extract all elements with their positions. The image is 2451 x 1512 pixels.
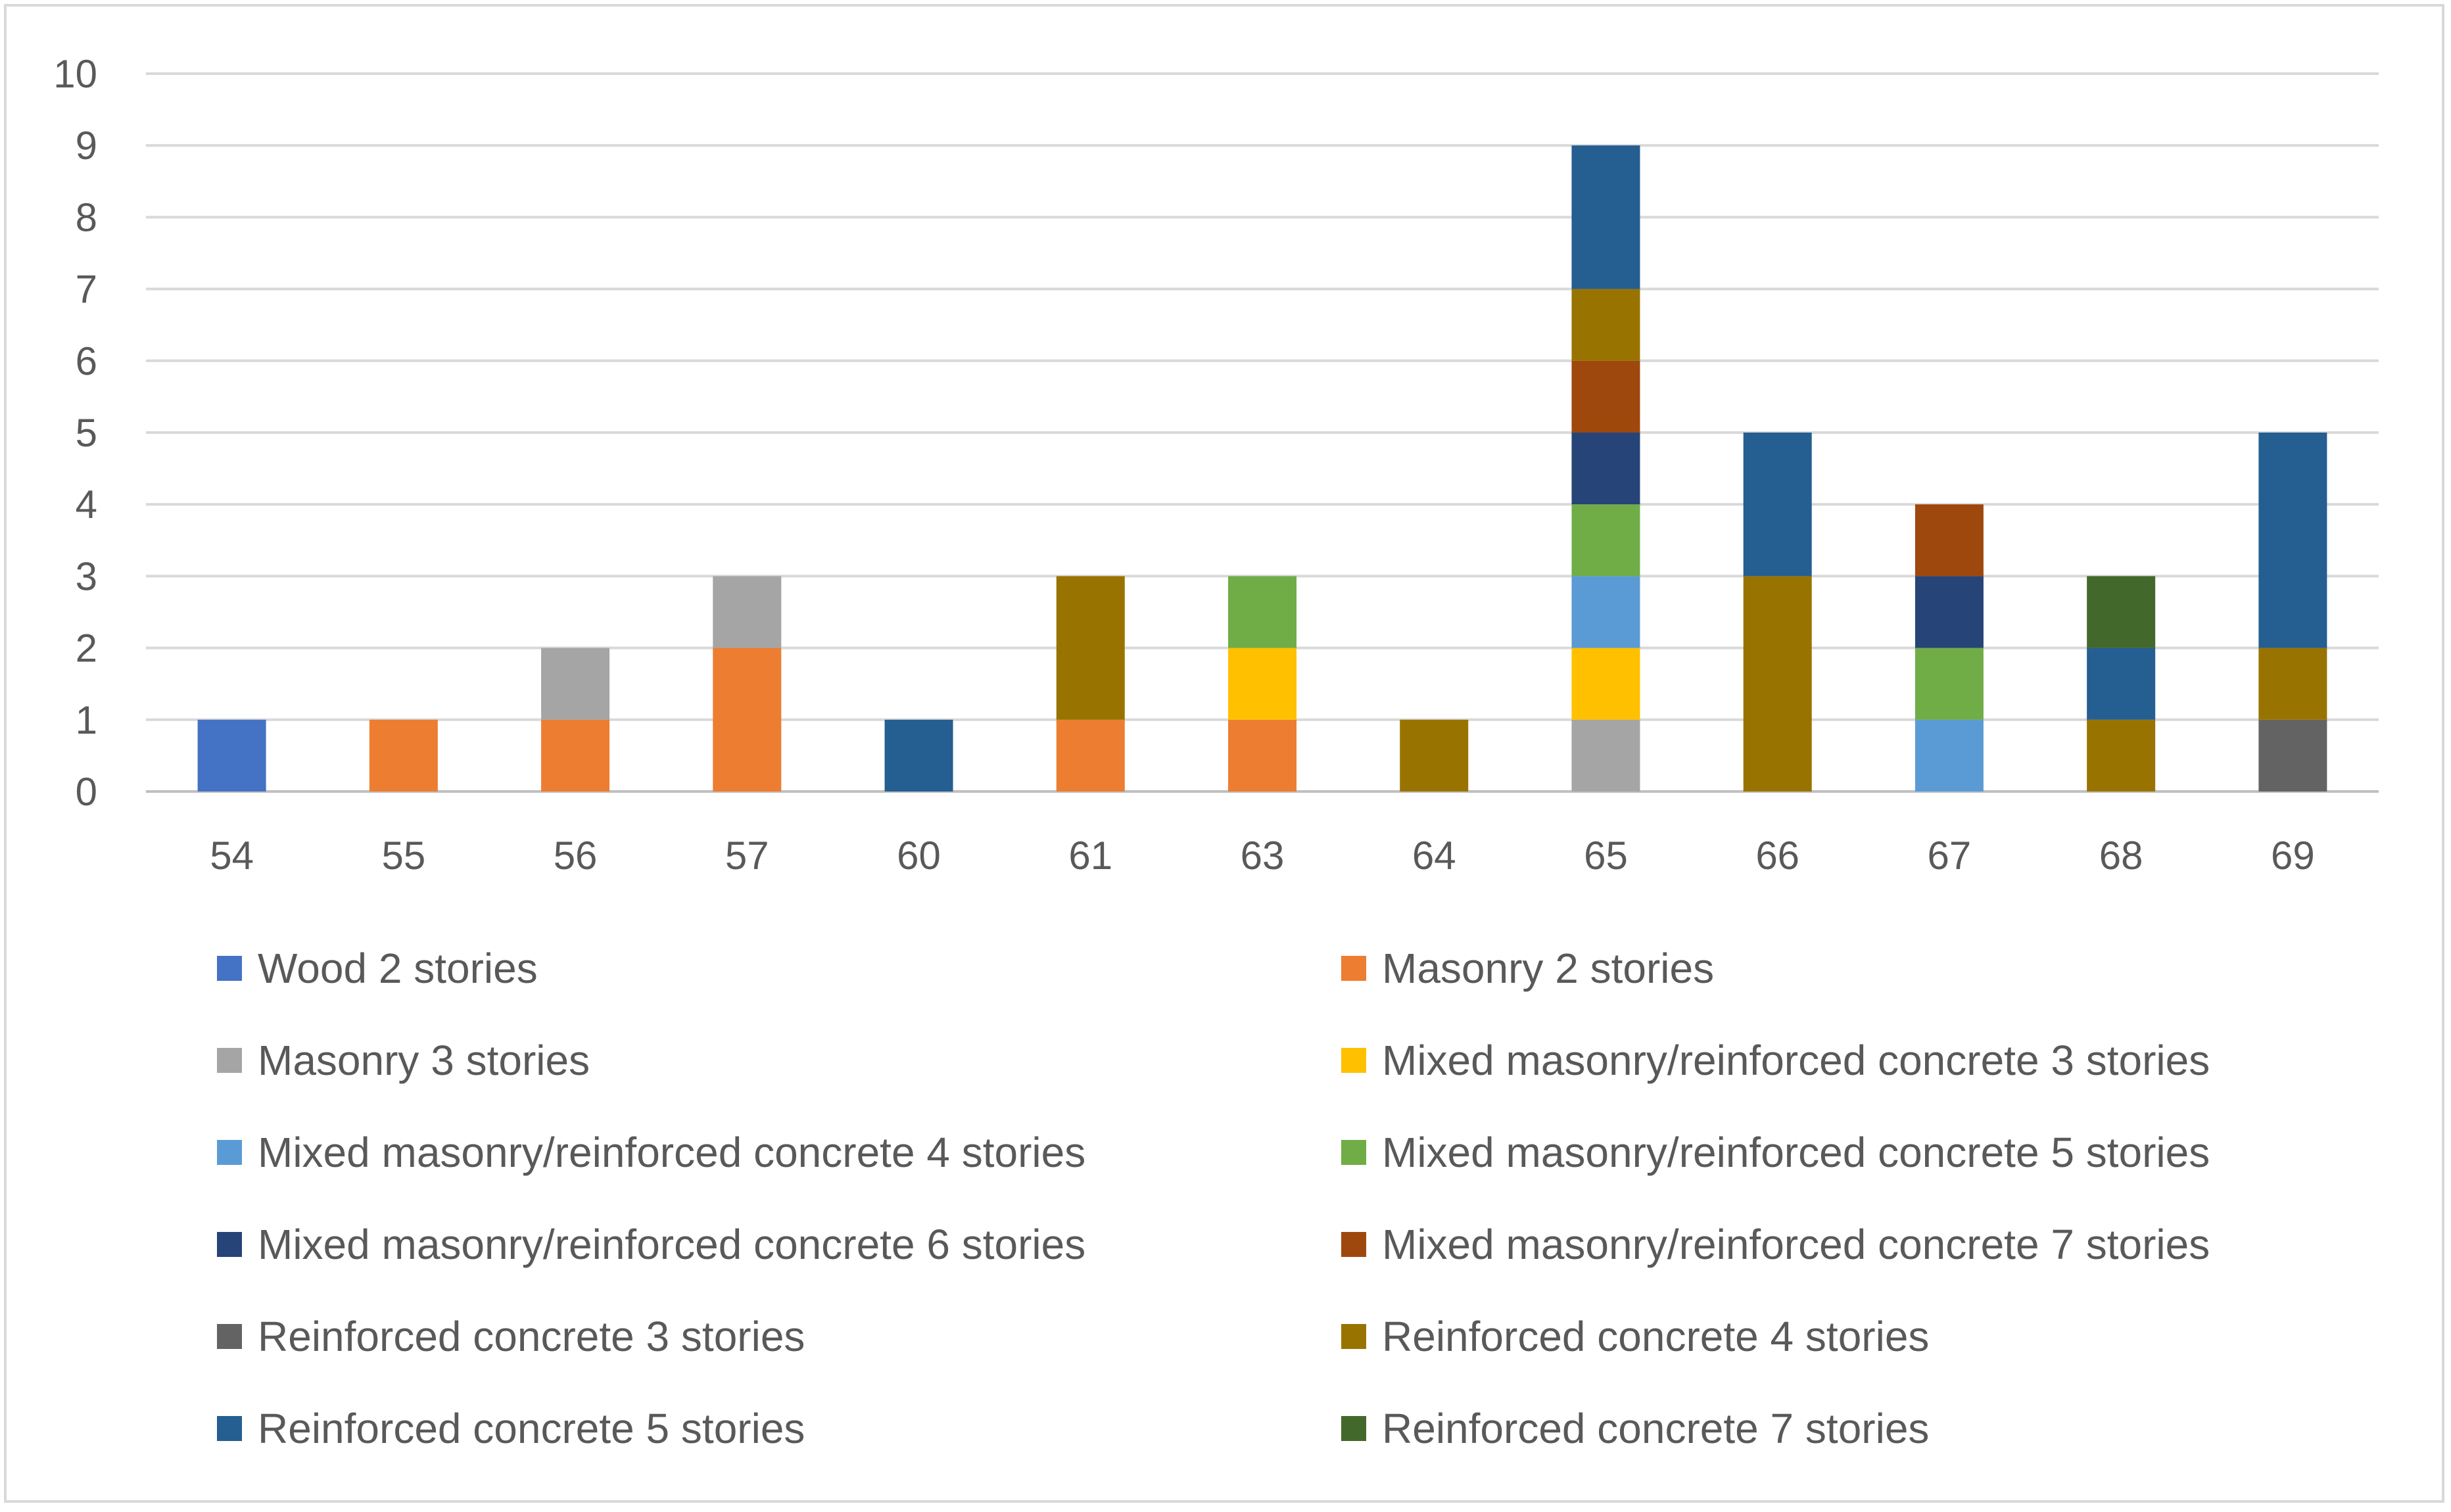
bar-segment (541, 648, 610, 720)
bar-segment (1228, 719, 1297, 791)
bar-segment (713, 576, 782, 648)
y-tick-label: 3 (76, 554, 97, 598)
bar-segment (2087, 719, 2156, 791)
y-axis-ticks: 0 1 2 3 4 5 6 7 8 9 10 (53, 52, 97, 814)
legend-label: Reinforced concrete 5 stories (258, 1405, 805, 1452)
bar-segment (1743, 576, 1812, 791)
y-tick-label: 9 (76, 124, 97, 168)
x-tick-label: 66 (1755, 834, 1799, 878)
x-tick-label: 54 (210, 834, 254, 878)
bar-segment (1571, 433, 1640, 505)
bar-segment (541, 719, 610, 791)
bar-segment (1915, 719, 1984, 791)
bar-segment (884, 719, 953, 791)
legend-swatch (1341, 1324, 1366, 1349)
bar-segment (1571, 648, 1640, 720)
x-tick-label: 56 (554, 834, 598, 878)
y-tick-label: 7 (76, 268, 97, 312)
gridlines (146, 72, 2379, 793)
legend-item: Reinforced concrete 4 stories (1341, 1307, 1929, 1366)
legend-label: Reinforced concrete 4 stories (1382, 1313, 1930, 1360)
x-tick-label: 67 (1928, 834, 1972, 878)
legend-swatch (217, 956, 242, 981)
bar-segment (1915, 648, 1984, 720)
bar-segment (1571, 145, 1640, 289)
legend-item: Mixed masonry/reinforced concrete 6 stor… (217, 1215, 1085, 1274)
legend-swatch (1341, 1232, 1366, 1257)
bar-segment (1743, 433, 1812, 577)
legend-label: Mixed masonry/reinforced concrete 7 stor… (1382, 1221, 2210, 1268)
legend-item: Mixed masonry/reinforced concrete 5 stor… (1341, 1123, 2210, 1182)
legend-swatch (1341, 1140, 1366, 1165)
bar-segment (1400, 719, 1469, 791)
bar-segment (1228, 576, 1297, 648)
legend-label: Mixed masonry/reinforced concrete 5 stor… (1382, 1129, 2210, 1176)
legend-swatch (1341, 1416, 1366, 1441)
bar-segment (1915, 576, 1984, 648)
legend-label: Masonry 2 stories (1382, 945, 1715, 992)
legend-item: Mixed masonry/reinforced concrete 7 stor… (1341, 1215, 2210, 1274)
legend-swatch (217, 1048, 242, 1073)
y-tick-label: 5 (76, 411, 97, 455)
x-tick-label: 55 (381, 834, 425, 878)
y-tick-label: 8 (76, 195, 97, 239)
legend-item: Masonry 3 stories (217, 1031, 590, 1090)
bar-segment (713, 648, 782, 791)
bar-segment (1056, 719, 1125, 791)
y-tick-label: 6 (76, 339, 97, 383)
legend-swatch (217, 1140, 242, 1165)
bar-segment (197, 719, 266, 791)
bar-segment (1571, 360, 1640, 433)
y-tick-label: 0 (76, 770, 97, 814)
legend-item: Reinforced concrete 5 stories (217, 1399, 805, 1458)
bar-segment (2258, 433, 2327, 648)
legend-label: Masonry 3 stories (258, 1037, 590, 1084)
legend-swatch (217, 1324, 242, 1349)
bar-segment (1571, 576, 1640, 648)
y-tick-label: 2 (76, 626, 97, 671)
legend-label: Reinforced concrete 3 stories (258, 1313, 805, 1360)
bar-segment (1571, 289, 1640, 361)
legend-swatch (217, 1232, 242, 1257)
x-tick-label: 64 (1412, 834, 1456, 878)
x-tick-label: 63 (1241, 834, 1285, 878)
legend-swatch (217, 1416, 242, 1441)
legend-item: Mixed masonry/reinforced concrete 3 stor… (1341, 1031, 2210, 1090)
legend-label: Mixed masonry/reinforced concrete 3 stor… (1382, 1037, 2210, 1084)
legend-item: Masonry 2 stories (1341, 939, 1714, 998)
legend-item: Reinforced concrete 7 stories (1341, 1399, 1929, 1458)
y-tick-label: 1 (76, 698, 97, 742)
legend-label: Wood 2 stories (258, 945, 538, 992)
x-tick-label: 61 (1068, 834, 1112, 878)
y-tick-label: 10 (53, 52, 97, 96)
bar-segment (2258, 648, 2327, 720)
x-tick-label: 65 (1584, 834, 1628, 878)
legend-item: Reinforced concrete 3 stories (217, 1307, 805, 1366)
x-tick-label: 60 (897, 834, 941, 878)
legend-swatch (1341, 1048, 1366, 1073)
bar-segment (2258, 719, 2327, 791)
bar-segment (1571, 719, 1640, 791)
bars (197, 145, 2327, 791)
bar-segment (1228, 648, 1297, 720)
x-tick-label: 69 (2271, 834, 2315, 878)
legend-swatch (1341, 956, 1366, 981)
bar-segment (2087, 576, 2156, 648)
legend-label: Mixed masonry/reinforced concrete 6 stor… (258, 1221, 1086, 1268)
x-tick-label: 57 (725, 834, 769, 878)
x-axis-ticks: 54 55 56 57 60 61 63 64 65 66 67 68 69 (210, 834, 2315, 878)
legend-label: Reinforced concrete 7 stories (1382, 1405, 1930, 1452)
bar-segment (1915, 504, 1984, 577)
legend-item: Mixed masonry/reinforced concrete 4 stor… (217, 1123, 1085, 1182)
bar-segment (1571, 504, 1640, 577)
bar-segment (1056, 576, 1125, 720)
y-tick-label: 4 (76, 483, 97, 527)
x-tick-label: 68 (2099, 834, 2143, 878)
bar-segment (2087, 648, 2156, 720)
legend-label: Mixed masonry/reinforced concrete 4 stor… (258, 1129, 1086, 1176)
legend-item: Wood 2 stories (217, 939, 538, 998)
bar-segment (369, 719, 438, 791)
